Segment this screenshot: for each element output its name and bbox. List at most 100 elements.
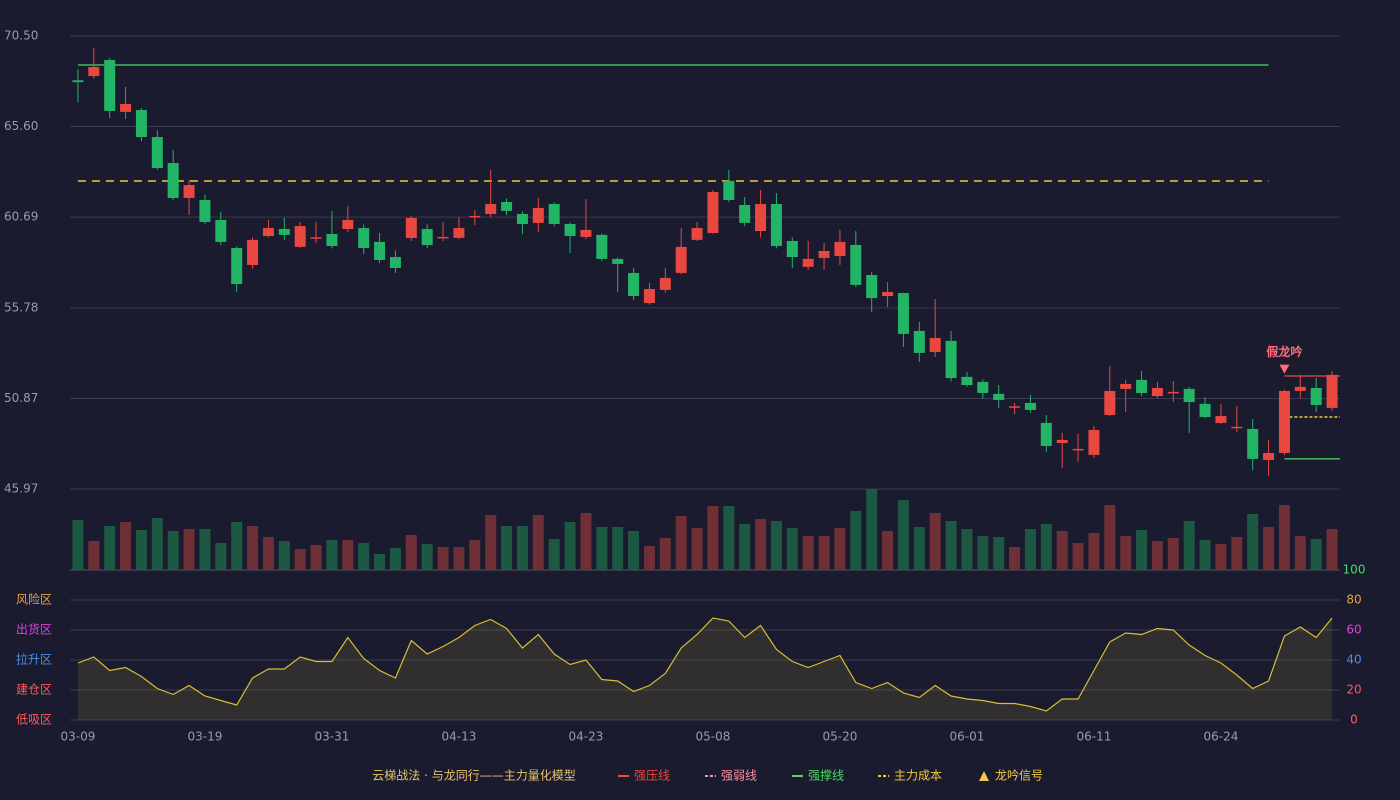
volume-bar [469,540,481,570]
candle-body [580,229,592,237]
candle-body [215,219,227,242]
candle-body [167,163,179,198]
volume-bar [1247,514,1259,570]
y2-tick-label: 0 [1350,713,1358,727]
volume-bar [421,544,433,570]
volume-bar [1278,505,1290,570]
zone-label: 拉升区 [16,652,52,667]
volume-bar [1136,530,1148,570]
volume-bar [1088,533,1100,570]
legend-label: 强撑线 [808,768,844,783]
volume-bar [1040,524,1052,570]
candle-body [612,258,624,264]
volume-bar [913,527,925,570]
x-tick-label: 03-09 [61,730,96,744]
volume-bar [120,522,132,570]
legend-marker [979,771,989,781]
volume-bar [628,531,640,570]
volume-bar [643,546,655,570]
volume-bar [262,537,274,570]
candle-body [723,180,735,200]
candle-body [247,239,259,265]
candle-body [278,228,290,235]
candle-body [437,236,449,239]
signal-marker [1279,364,1290,374]
volume-bar [961,529,973,570]
volume-bar [834,528,846,570]
volume-bar [739,524,751,570]
volume-bar [453,547,465,570]
x-tick-label: 03-31 [315,730,350,744]
volume-bar [405,535,417,570]
x-tick-label: 06-24 [1204,730,1239,744]
candle-body [88,67,100,77]
volume-bar [342,540,354,570]
candle-body [1263,452,1275,461]
volume-bar [1199,540,1211,570]
volume-bar [310,545,322,570]
candle-body [1120,383,1132,389]
candle-body [342,219,354,229]
candle-body [786,240,798,258]
volume-bar [548,539,560,570]
candle-body [532,207,544,223]
candle-body [643,289,655,304]
candle-body [516,214,528,224]
volume-bar [1167,538,1179,570]
candle-body [183,185,195,198]
volume-bar [770,521,782,570]
y2-tick-label: 80 [1346,593,1361,607]
volume-bar [850,511,862,570]
y-tick-label: 45.97 [4,482,38,496]
candle-body [374,241,386,261]
volume-bar [1151,541,1163,570]
zone-label: 建仓区 [16,683,52,697]
volume-bar [675,516,687,570]
legend-label: 强弱线 [721,769,757,783]
volume-bar [580,513,592,570]
candle-body [135,110,147,138]
candle-body [1294,386,1306,391]
candle-body [104,60,116,111]
candle-body [1151,387,1163,397]
candle-body [1009,406,1021,408]
candle-body [151,137,163,169]
volume-bar [72,520,84,570]
candle-body [913,330,925,353]
volume-bar [659,538,671,570]
volume-bar [437,547,449,570]
volume-bar [723,506,735,570]
candle-body [882,291,894,297]
volume-bar [1215,544,1227,570]
candle-body [469,215,481,218]
candle-body [1215,416,1227,423]
candle-body [453,228,465,238]
candle-body [596,234,608,259]
candle-body [897,293,909,334]
indicator-area [77,618,1333,720]
candle-body [389,257,401,268]
zone-label: 出货区 [16,622,52,637]
x-tick-label: 04-13 [442,730,477,744]
legend-title: 云梯战法 · 与龙同行——主力量化模型 [372,769,575,783]
candle-body [1040,422,1052,446]
volume-bar [215,543,227,570]
candle-body [405,217,417,239]
candle-body [1088,429,1100,455]
volume-bar [389,548,401,570]
candle-body [358,228,370,249]
candle-body [421,228,433,246]
candle-body [1326,374,1338,408]
candle-body [501,202,513,211]
candle-body [993,393,1005,400]
zone-label: 低吸区 [16,713,52,727]
candle-body [548,204,560,224]
volume-bar [199,529,211,570]
volume-bar [882,531,894,570]
candle-body [1167,391,1179,394]
candle-body [1104,390,1116,415]
volume-bar [929,513,941,570]
candle-body [231,248,243,285]
candle-body [1310,387,1322,405]
